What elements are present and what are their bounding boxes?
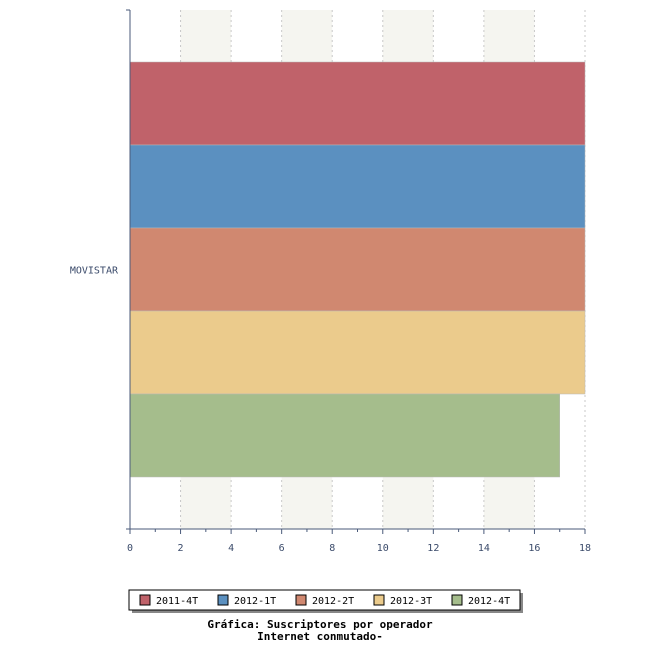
x-tick-label: 16 <box>528 543 540 554</box>
legend: 2011-4T 2012-1T 2012-2T 2012-3T 2012-4T <box>128 589 523 613</box>
legend-label: 2012-3T <box>390 596 432 607</box>
bar-2012-3T <box>129 310 586 395</box>
legend-label: 2012-4T <box>468 596 510 607</box>
x-tick-label: 0 <box>127 543 133 554</box>
category-label: MOVISTAR <box>70 266 119 277</box>
x-tick-label: 6 <box>279 543 285 554</box>
x-tick-label: 18 <box>579 543 591 554</box>
x-tick-label: 14 <box>478 543 490 554</box>
x-axis-ticks: 0 2 4 6 8 10 12 14 16 18 <box>127 529 591 554</box>
legend-label: 2012-2T <box>312 596 354 607</box>
legend-swatch-2012-2T <box>295 594 307 606</box>
x-tick-label: 12 <box>427 543 439 554</box>
bar-2012-1T <box>129 144 586 229</box>
x-tick-label: 2 <box>178 543 184 554</box>
legend-swatch-2012-1T <box>217 594 229 606</box>
legend-swatch-2012-3T <box>373 594 385 606</box>
chart-title-line: Internet conmutado- <box>257 630 383 643</box>
legend-swatch-2012-4T <box>451 594 463 606</box>
x-tick-label: 4 <box>228 543 234 554</box>
bar-2012-2T <box>129 227 586 312</box>
bar-2011-4T <box>129 61 586 146</box>
chart-title-line: Gráfica: Suscriptores por operador <box>207 618 433 631</box>
bars <box>129 61 586 478</box>
legend-swatch-2011-4T <box>139 594 151 606</box>
chart-title: Gráfica: Suscriptores por operadorIntern… <box>207 618 433 643</box>
bar-2012-4T <box>129 393 560 478</box>
y-axis-categories: MOVISTAR <box>70 266 119 277</box>
legend-label: 2011-4T <box>156 596 198 607</box>
x-tick-label: 8 <box>329 543 335 554</box>
x-tick-label: 10 <box>377 543 389 554</box>
legend-label: 2012-1T <box>234 596 276 607</box>
